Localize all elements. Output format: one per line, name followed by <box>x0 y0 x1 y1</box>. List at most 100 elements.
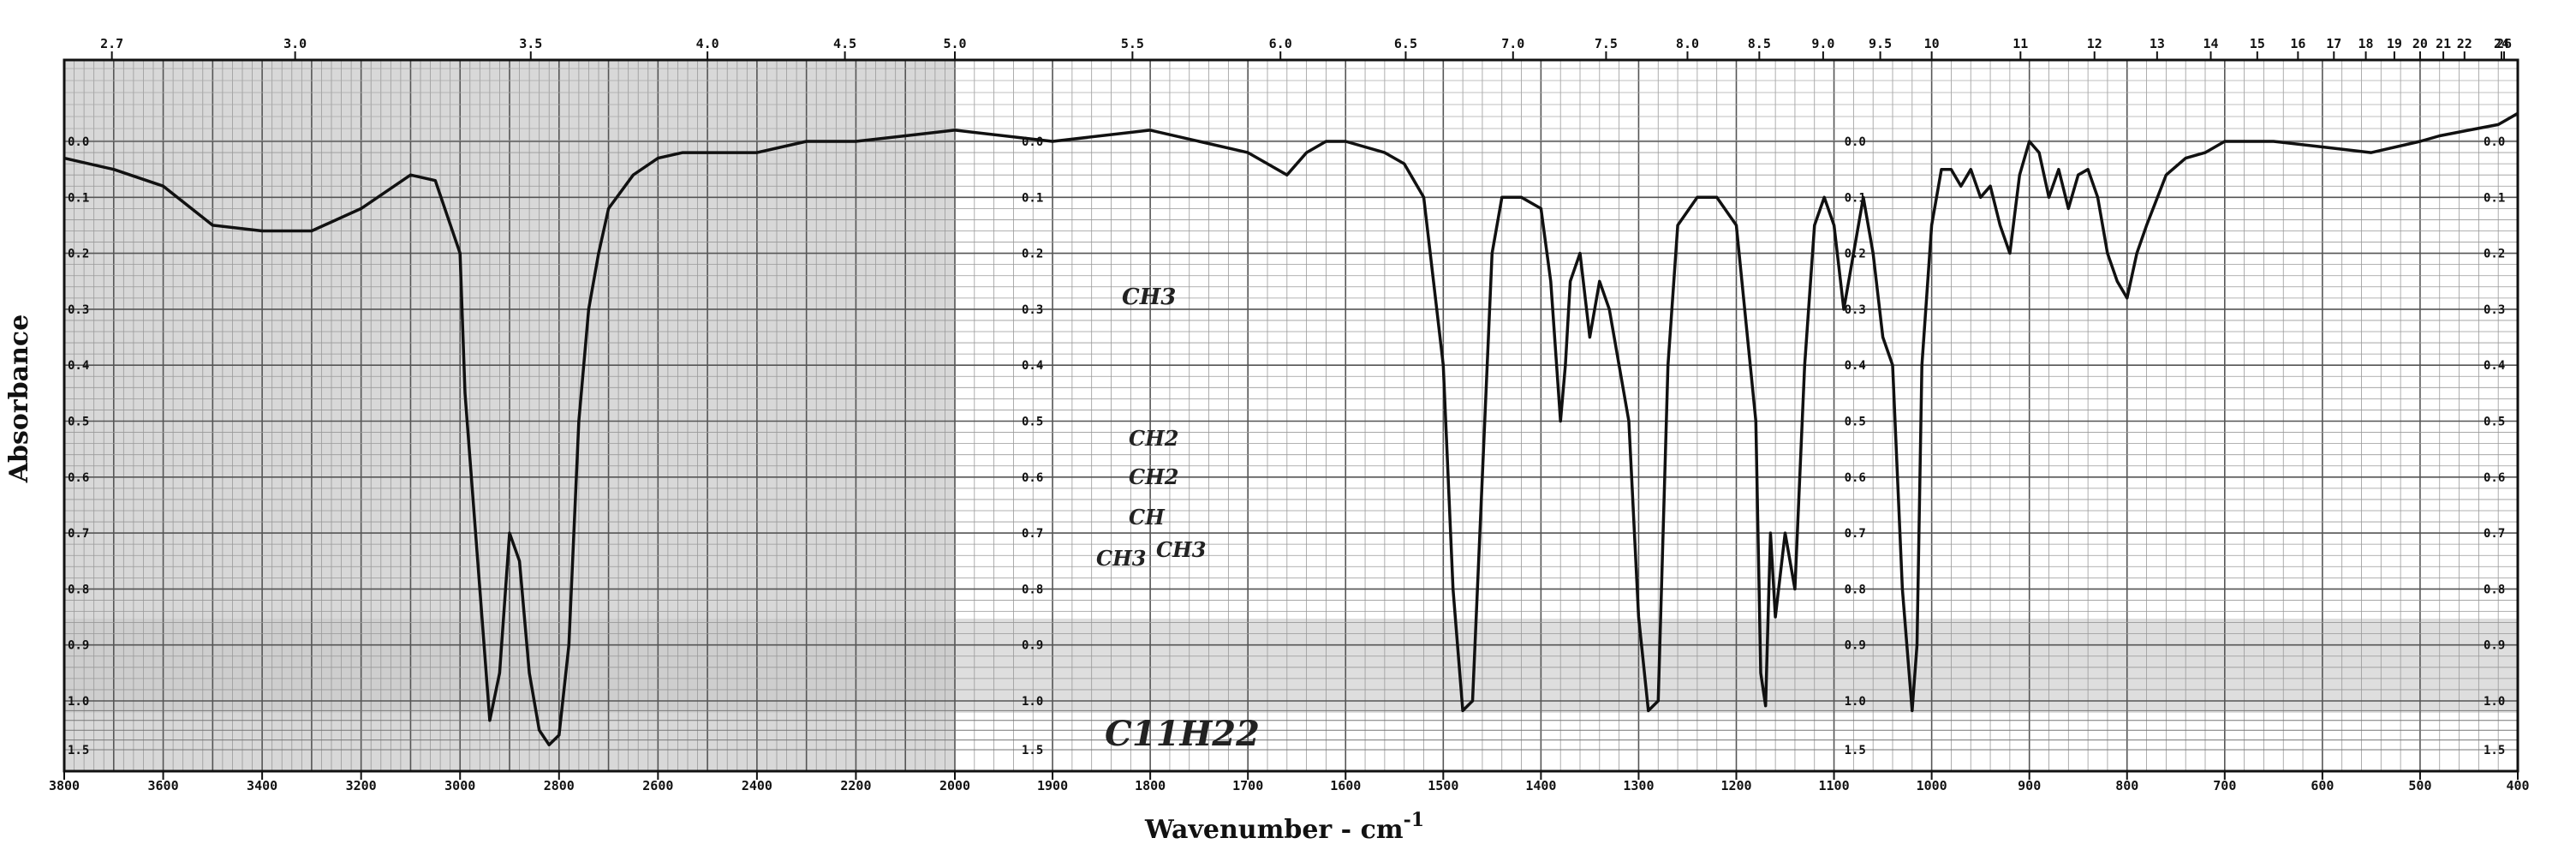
top-tick-label: 3.5 <box>519 36 542 51</box>
annotation-ch3-right: CH3 <box>1156 537 1206 562</box>
bottom-tick-label: 600 <box>2311 778 2334 793</box>
annotation-ch2-a: CH2 <box>1129 426 1178 451</box>
bottom-tick-label: 3800 <box>49 778 80 793</box>
bottom-tick-label: 1500 <box>1428 778 1458 793</box>
top-tick-label: 19 <box>2387 36 2402 51</box>
y-tick-label: 1.5 <box>1022 744 1043 757</box>
chart-grid <box>63 60 2519 771</box>
y-tick-label: 0.5 <box>1022 416 1043 429</box>
annotation-ch3-left: CH3 <box>1096 546 1146 571</box>
bottom-tick-label: 1900 <box>1037 778 1068 793</box>
bottom-tick-label: 2000 <box>939 778 970 793</box>
y-tick-label: 0.5 <box>1845 416 1866 429</box>
top-tick-label: 4.0 <box>696 36 719 51</box>
top-tick-label: 9.5 <box>1869 36 1892 51</box>
y-tick-label: 0.4 <box>1022 359 1043 373</box>
y-tick-label: 0.2 <box>2484 248 2505 261</box>
top-tick-label: 13 <box>2150 36 2165 51</box>
top-tick-label: 8.0 <box>1676 36 1699 51</box>
y-tick-label: 0.5 <box>2484 416 2505 429</box>
bottom-tick-label: 1700 <box>1232 778 1263 793</box>
y-tick-label: 0.0 <box>1845 135 1866 149</box>
y-tick-label: 0.9 <box>2484 639 2505 653</box>
bottom-tick-label: 2200 <box>840 778 871 793</box>
y-tick-label: 0.7 <box>68 527 89 541</box>
y-tick-label: 0.2 <box>1022 248 1043 261</box>
bottom-tick-label: 2800 <box>544 778 575 793</box>
top-tick-label: 3.0 <box>283 36 307 51</box>
annotation-ch3-top: CH3 <box>1122 284 1176 310</box>
y-tick-label: 0.6 <box>1022 471 1043 485</box>
top-tick-label: 9.0 <box>1811 36 1834 51</box>
y-tick-label: 0.8 <box>1022 583 1043 596</box>
top-tick-label: 7.0 <box>1501 36 1524 51</box>
y-tick-label: 0.7 <box>1022 527 1043 541</box>
y-tick-label: 1.0 <box>2484 695 2505 709</box>
top-tick-label: 6.0 <box>1269 36 1292 51</box>
y-tick-label: 0.4 <box>68 359 89 373</box>
y-axis-title: Absorbance <box>4 314 34 484</box>
top-tick-label: 16 <box>2290 36 2305 51</box>
y-tick-label: 0.3 <box>1022 303 1043 317</box>
annotation-formula: C11H22 <box>1105 714 1260 754</box>
y-tick-label: 1.5 <box>2484 744 2505 757</box>
y-tick-label: 0.9 <box>1845 639 1866 653</box>
annotation-ch: CH <box>1129 505 1166 530</box>
structure-annotation: CH3 CH2 CH2 CH CH3 CH3 C11H22 <box>1096 284 1260 754</box>
bottom-tick-label: 3200 <box>346 778 377 793</box>
y-tick-label: 0.0 <box>68 135 89 149</box>
y-tick-label: 0.0 <box>2484 135 2505 149</box>
bottom-tick-label: 3600 <box>147 778 178 793</box>
top-tick-label: 22 <box>2457 36 2472 51</box>
y-tick-label: 0.2 <box>68 248 89 261</box>
y-tick-label: 1.0 <box>1022 695 1043 709</box>
bottom-axis-ticks: 3800 3600 3400 3200 3000 2800 2600 2400 2200 2000… <box>49 771 2530 793</box>
top-axis-ticks: 2.7 3.0 3.5 4.0 4.5 5.0 5.5 6.0 6.5 7.0 7.5 8.0 8.5 9… <box>100 36 2512 60</box>
top-tick-label: 18 <box>2358 36 2374 51</box>
y-tick-label: 0.6 <box>1845 471 1866 485</box>
bottom-tick-label: 1100 <box>1819 778 1850 793</box>
x-axis-title: Wavenumber - cm-1 <box>1144 809 1424 845</box>
y-tick-label: 0.9 <box>1022 639 1043 653</box>
y-tick-label: 0.5 <box>68 416 89 429</box>
x-axis-title-text: Wavenumber - cm <box>1144 815 1404 845</box>
bottom-tick-label: 3400 <box>247 778 277 793</box>
y-tick-label: 1.5 <box>1845 744 1866 757</box>
y-tick-label: 1.5 <box>68 744 89 757</box>
top-tick-label: 5.0 <box>943 36 966 51</box>
y-tick-label: 0.1 <box>2484 191 2505 205</box>
y-tick-label: 0.1 <box>1022 191 1043 205</box>
top-tick-label: 8.5 <box>1748 36 1771 51</box>
top-tick-label: 20 <box>2412 36 2428 51</box>
y-tick-label: 0.9 <box>68 639 89 653</box>
top-tick-label: 4.5 <box>833 36 856 51</box>
y-tick-label: 0.8 <box>68 583 89 596</box>
high-absorbance-band <box>64 619 2518 713</box>
y-tick-label: 0.2 <box>1845 248 1866 261</box>
top-tick-label: 17 <box>2326 36 2341 51</box>
bottom-tick-label: 800 <box>2115 778 2138 793</box>
y-tick-label: 0.3 <box>1845 303 1866 317</box>
y-tick-label: 0.8 <box>1845 583 1866 596</box>
plot-frame <box>63 58 2519 773</box>
bottom-tick-label: 400 <box>2506 778 2529 793</box>
top-tick-label: 5.5 <box>1121 36 1144 51</box>
top-tick-label: 12 <box>2087 36 2102 51</box>
bottom-tick-label: 2600 <box>642 778 673 793</box>
top-tick-label: 7.5 <box>1595 36 1618 51</box>
y-tick-label: 0.1 <box>68 191 89 205</box>
y-tick-label: 0.1 <box>1845 191 1866 205</box>
bottom-tick-label: 500 <box>2408 778 2431 793</box>
bottom-tick-label: 2400 <box>742 778 772 793</box>
bottom-tick-label: 1800 <box>1135 778 1166 793</box>
y-tick-label: 0.3 <box>2484 303 2505 317</box>
bottom-tick-label: 1000 <box>1917 778 1947 793</box>
bottom-tick-label: 1200 <box>1720 778 1751 793</box>
bottom-tick-label: 700 <box>2213 778 2236 793</box>
top-tick-label: 26 <box>2496 36 2512 51</box>
y-tick-label: 0.6 <box>2484 471 2505 485</box>
y-tick-label: 0.4 <box>1845 359 1866 373</box>
y-tick-label: 0.6 <box>68 471 89 485</box>
spectrum-line <box>63 111 2519 747</box>
